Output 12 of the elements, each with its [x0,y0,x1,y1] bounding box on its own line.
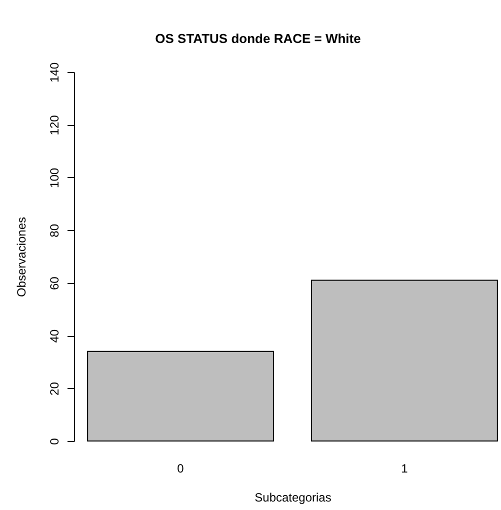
x-axis-title: Subcategorias [254,490,332,504]
y-tick-label: 40 [48,329,62,343]
x-tick-label: 1 [401,462,408,476]
y-axis-title: Observaciones [14,216,28,298]
y-tick-label: 20 [48,382,62,396]
y-tick-label: 140 [48,62,62,83]
y-tick-label: 0 [48,438,62,445]
y-tick-label: 100 [48,168,62,188]
y-tick-label: 60 [48,276,62,290]
y-tick-label: 80 [48,224,62,238]
chart-title: OS STATUS donde RACE = White [155,30,361,46]
y-tick-label: 120 [48,114,62,136]
